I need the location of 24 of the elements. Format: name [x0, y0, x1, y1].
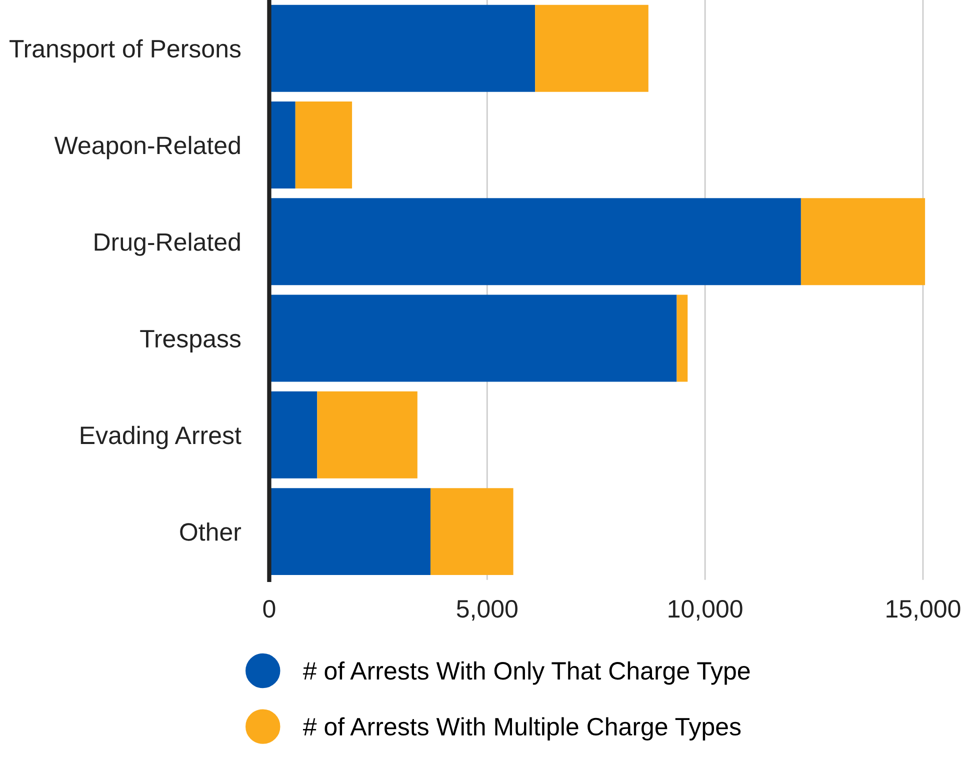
y-tick-label: Trespass [140, 330, 241, 353]
bar [269, 488, 430, 576]
bar [269, 391, 318, 478]
y-tick-label: Weapon-Related [54, 136, 240, 160]
y-tick-label: Transport of Persons [10, 39, 241, 63]
bar [676, 294, 688, 382]
bar [430, 488, 514, 576]
x-tick-label: 10,000 [668, 600, 742, 621]
bar [317, 391, 418, 478]
bar [295, 101, 352, 188]
x-tick-label: 5,000 [456, 600, 518, 621]
legend-label: # of Arrests With Only That Charge Type [302, 661, 750, 685]
y-tick-label: Other [180, 522, 242, 541]
bar [800, 198, 926, 286]
y-tick-label: Drug-Related [94, 232, 240, 256]
bar [269, 101, 296, 188]
bar [535, 4, 648, 92]
bar [269, 294, 677, 382]
bar [269, 198, 801, 286]
bar [269, 4, 536, 92]
x-tick-label: 15,000 [886, 600, 960, 621]
x-tick-label: 0 [263, 600, 276, 618]
y-tick-label: Evading Arrest [80, 426, 242, 450]
legend-label: # of Arrests With Multiple Charge Types [302, 717, 741, 740]
